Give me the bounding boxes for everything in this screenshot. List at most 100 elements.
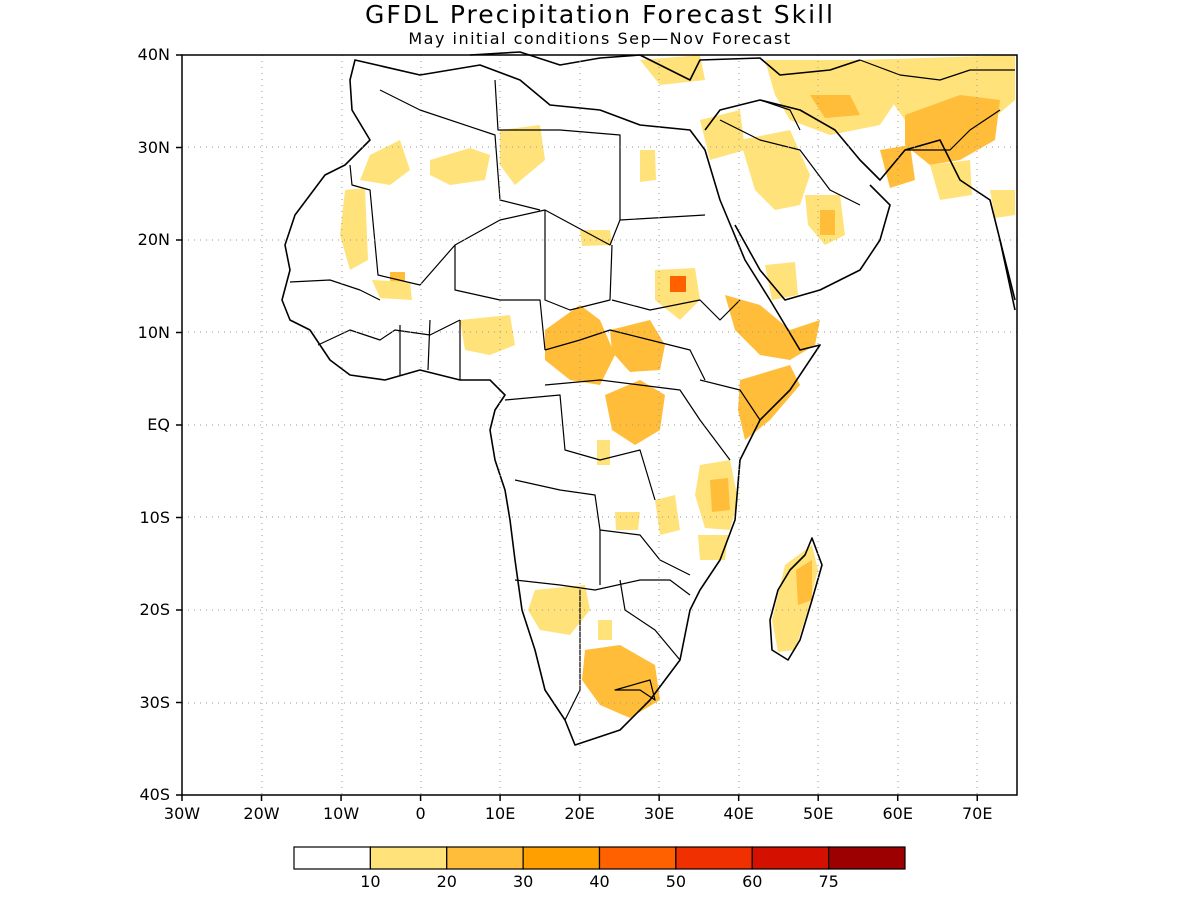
colorbar-label: 60 bbox=[742, 872, 763, 891]
border-line bbox=[544, 210, 613, 311]
skill-patch bbox=[610, 320, 665, 372]
border-line bbox=[699, 379, 761, 421]
madagascar-coastline bbox=[769, 537, 823, 661]
skill-patch bbox=[990, 190, 1015, 218]
border-line bbox=[454, 245, 546, 351]
colorbar-swatch bbox=[751, 846, 830, 870]
colorbar-label: 75 bbox=[818, 872, 839, 891]
x-tick-label: 10E bbox=[484, 804, 516, 823]
colorbar-label: 10 bbox=[360, 872, 381, 891]
border-line bbox=[349, 164, 706, 286]
skill-patch bbox=[460, 315, 515, 355]
chart-title: GFDL Precipitation Forecast Skill bbox=[364, 0, 835, 29]
colorbar-label: 50 bbox=[665, 872, 687, 891]
border-line bbox=[611, 299, 741, 321]
skill-patch bbox=[710, 478, 730, 512]
border-line bbox=[379, 89, 541, 211]
skill-patch bbox=[430, 148, 490, 185]
colorbar-label: 20 bbox=[436, 872, 457, 891]
skill-patch bbox=[372, 280, 412, 300]
border-line bbox=[514, 579, 691, 596]
colorbar-swatch bbox=[828, 846, 906, 870]
skill-patch bbox=[655, 268, 700, 320]
border-line bbox=[719, 119, 861, 206]
skill-patch bbox=[528, 585, 590, 635]
colorbar-swatch bbox=[293, 846, 371, 870]
y-tick-label: 40S bbox=[139, 785, 170, 804]
y-tick-label: 20N bbox=[137, 230, 170, 249]
arabia-south-coast bbox=[734, 184, 891, 301]
skill-patch bbox=[360, 140, 410, 185]
skill-patch bbox=[880, 145, 915, 188]
x-tick-label: 20W bbox=[243, 804, 280, 823]
skill-patch bbox=[670, 276, 686, 292]
chart-subtitle: May initial conditions Sep—Nov Forecast bbox=[408, 29, 792, 48]
africa-coastline bbox=[281, 59, 821, 746]
axis-ticks bbox=[176, 54, 978, 801]
skill-patch bbox=[765, 262, 798, 300]
x-tick-label: 50E bbox=[802, 804, 834, 823]
skill-patch bbox=[655, 495, 680, 535]
y-tick-label: 30S bbox=[139, 692, 170, 712]
skill-patch bbox=[796, 560, 812, 605]
x-tick-label: 0 bbox=[415, 804, 426, 823]
x-tick-label: 30W bbox=[163, 804, 201, 823]
north-coast bbox=[469, 51, 861, 81]
skill-patch bbox=[597, 440, 610, 465]
skill-patch bbox=[738, 365, 800, 440]
colorbar-label: 40 bbox=[589, 872, 610, 891]
skill-patch bbox=[500, 125, 545, 185]
colorbar-swatch bbox=[446, 846, 524, 870]
skill-patch bbox=[698, 535, 728, 560]
skill-patch bbox=[820, 210, 835, 235]
colorbar bbox=[293, 846, 906, 870]
skill-patch bbox=[905, 95, 1000, 165]
y-tick-label: 10N bbox=[137, 322, 170, 342]
y-tick-label: 30N bbox=[137, 137, 170, 157]
x-tick-label: 10W bbox=[322, 804, 360, 823]
india-coast bbox=[999, 239, 1016, 311]
coastlines bbox=[281, 51, 1016, 746]
skill-patch bbox=[640, 150, 656, 182]
border-line bbox=[564, 590, 581, 721]
border-line bbox=[289, 279, 381, 301]
y-tick-label: 40N bbox=[137, 45, 170, 64]
skill-patch bbox=[582, 645, 660, 718]
border-line bbox=[619, 579, 681, 661]
x-tick-label: 40E bbox=[723, 804, 754, 823]
x-tick-label: 30E bbox=[643, 804, 675, 823]
colorbar-swatch bbox=[598, 846, 677, 870]
border-line bbox=[544, 329, 706, 381]
skill-patch bbox=[340, 188, 368, 270]
border-line bbox=[504, 394, 656, 501]
y-tick-label: 10S bbox=[139, 507, 170, 527]
x-tick-label: 60E bbox=[882, 804, 913, 823]
border-line bbox=[614, 679, 656, 701]
border-line bbox=[759, 99, 801, 131]
x-tick-label: 70E bbox=[962, 804, 993, 823]
skill-shading bbox=[340, 55, 1015, 718]
skill-patch bbox=[598, 620, 612, 640]
skill-patch bbox=[700, 110, 745, 160]
border-line bbox=[544, 379, 731, 461]
border-line bbox=[905, 109, 1001, 151]
y-tick-label: 20S bbox=[139, 600, 170, 619]
colorbar-swatch bbox=[522, 846, 601, 870]
skill-patch bbox=[605, 380, 665, 445]
skill-patch bbox=[810, 95, 860, 118]
skill-patch bbox=[615, 512, 640, 530]
skill-patch bbox=[930, 160, 972, 200]
country-borders bbox=[289, 59, 1015, 721]
x-tick-label: 20E bbox=[564, 804, 595, 823]
y-tick-label: EQ bbox=[147, 415, 170, 434]
border-line bbox=[317, 319, 461, 346]
colorbar-label: 30 bbox=[512, 872, 534, 891]
border-line bbox=[427, 319, 431, 371]
skill-patch bbox=[740, 130, 810, 210]
border-line bbox=[494, 79, 621, 220]
colorbar-swatch bbox=[369, 846, 448, 870]
skill-patch bbox=[545, 305, 615, 385]
colorbar-swatch bbox=[675, 846, 753, 870]
border-line bbox=[859, 59, 1015, 81]
